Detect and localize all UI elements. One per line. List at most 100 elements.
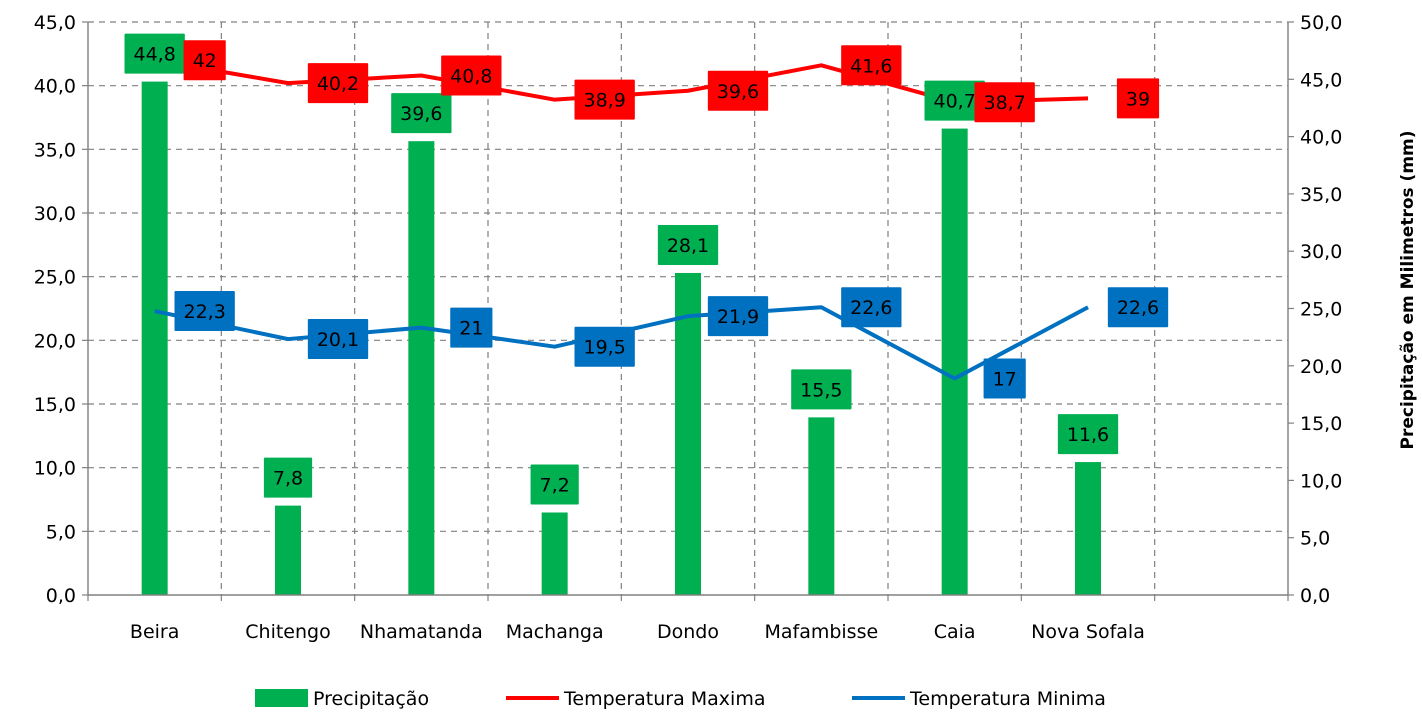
left-tick-label: 0,0 <box>46 585 76 607</box>
temperature-min-label: 22,3 <box>174 291 235 332</box>
precipitation-label-box <box>263 457 313 498</box>
temperature-max-label: 41,6 <box>841 45 902 86</box>
temperature-min-label: 20,1 <box>307 319 369 360</box>
temperature-min-label-box <box>307 319 369 360</box>
precipitation-bar <box>675 272 701 595</box>
precipitation-label-box <box>124 33 185 74</box>
legend-temperatura-maxima-label: Temperatura Maxima <box>563 688 765 710</box>
left-tick-label: 45,0 <box>34 12 76 34</box>
temperature-min-label-box <box>574 326 635 367</box>
axes: 0,0 5,0 10,0 15,0 20,0 25,0 30,0 35,0 40,0 45,0 0,… <box>34 12 1343 643</box>
precipitation-label-text: 39,6 <box>400 103 442 125</box>
precipitation-label-box <box>924 80 985 121</box>
precipitation-label: 11,6 <box>1057 414 1119 455</box>
precipitation-bar <box>941 128 968 595</box>
temperature-max-label: 40,2 <box>307 63 369 104</box>
temperature-max-label-box <box>974 82 1035 123</box>
right-tick-label: 30,0 <box>1300 241 1342 263</box>
temperature-max-label: 39,6 <box>707 70 769 111</box>
right-axis-title: Precipitação em Milimetros (mm) <box>1398 130 1418 449</box>
temperature-max-label-text: 39,6 <box>717 81 759 103</box>
temperature-min-label-text: 22,6 <box>1117 297 1159 319</box>
data-labels: 44,8 7,8 39,6 7,2 28,1 15,5 40,7 11,6 42 40,2 40,8… <box>124 33 1169 505</box>
temperature-min-label-text: 19,5 <box>584 337 626 359</box>
precipitation-label: 39,6 <box>391 93 452 134</box>
precipitation-label-text: 15,5 <box>800 379 842 401</box>
legend: Precipitação Temperatura Maxima Temperatur… <box>255 688 1106 710</box>
temperature-max-label-box <box>1116 78 1160 119</box>
left-tick-label: 35,0 <box>34 139 76 161</box>
left-tick-label: 25,0 <box>34 267 76 289</box>
precipitation-label: 7,2 <box>530 464 579 505</box>
right-tick-label: 25,0 <box>1300 299 1342 321</box>
precipitation-bar <box>541 512 568 595</box>
precipitation-label: 44,8 <box>124 33 185 74</box>
temperature-max-label: 42 <box>183 40 226 81</box>
precipitation-bars <box>141 81 1101 596</box>
precipitation-bar <box>1075 462 1101 595</box>
right-tick-label: 50,0 <box>1300 12 1342 34</box>
temperature-min-label-box <box>707 296 769 337</box>
temperature-max-label-text: 38,7 <box>984 92 1026 114</box>
precipitation-label: 40,7 <box>924 80 985 121</box>
right-tick-label: 5,0 <box>1300 528 1330 550</box>
temperature-min-label-box <box>1107 287 1169 328</box>
temperature-max-label-text: 40,8 <box>450 65 492 87</box>
temperature-max-label-box <box>307 63 369 104</box>
category-label: Nhamatanda <box>360 621 483 643</box>
right-tick-label: 40,0 <box>1300 127 1342 149</box>
precipitation-label-box <box>1057 414 1119 455</box>
left-tick-label: 30,0 <box>34 203 76 225</box>
temperature-min-label: 21,9 <box>707 296 769 337</box>
precipitation-bar <box>408 141 435 595</box>
precipitation-label: 7,8 <box>263 457 313 498</box>
temperature-min-label-box <box>174 291 235 332</box>
temperature-max-label: 40,8 <box>441 55 502 96</box>
temperature-max-label-text: 39 <box>1126 88 1150 110</box>
precipitation-label-box <box>791 369 852 410</box>
category-label: Nova Sofala <box>1031 621 1145 643</box>
precipitation-bar <box>141 81 168 596</box>
temperature-max-label-text: 42 <box>193 50 217 72</box>
category-label: Beira <box>130 621 179 643</box>
category-label: Mafambisse <box>764 621 878 643</box>
temperature-min-label-box <box>983 358 1026 399</box>
category-label: Dondo <box>657 621 719 643</box>
temperature-max-label: 38,9 <box>574 79 635 120</box>
right-tick-label: 10,0 <box>1300 470 1342 492</box>
precipitation-label-text: 7,8 <box>273 468 303 490</box>
temperature-max-label-box <box>183 40 226 81</box>
temperature-max-label-text: 38,9 <box>584 90 626 112</box>
temperature-max-label-text: 41,6 <box>850 55 892 77</box>
temperature-max-label-box <box>841 45 902 86</box>
category-label: Chitengo <box>245 621 330 643</box>
temperature-min-label: 19,5 <box>574 326 635 367</box>
right-tick-label: 20,0 <box>1300 356 1342 378</box>
temperature-max-label-box <box>574 79 635 120</box>
right-tick-label: 15,0 <box>1300 413 1342 435</box>
precipitation-label-text: 7,2 <box>540 474 570 496</box>
temperature-min-label: 21 <box>450 307 493 348</box>
temperature-min-label: 17 <box>983 358 1026 399</box>
right-tick-label: 0,0 <box>1300 585 1330 607</box>
left-tick-label: 5,0 <box>46 521 76 543</box>
temperature-max-label: 38,7 <box>974 82 1035 123</box>
precipitation-label-text: 40,7 <box>934 91 976 113</box>
precipitation-label-box <box>391 93 452 134</box>
temperature-min-label-text: 21,9 <box>717 306 759 328</box>
temperature-min-label-text: 17 <box>993 369 1017 391</box>
temperature-max-label-box <box>707 70 769 111</box>
temperature-max-label-box <box>441 55 502 96</box>
precipitation-label-text: 28,1 <box>667 235 709 257</box>
left-tick-label: 40,0 <box>34 76 76 98</box>
legend-temperatura-minima-label: Temperatura Minima <box>909 688 1106 710</box>
temperature-min-label-text: 21 <box>459 318 483 340</box>
precipitation-label-box <box>530 464 579 505</box>
temperature-max-label: 39 <box>1116 78 1160 119</box>
temperature-max-label-text: 40,2 <box>317 73 359 95</box>
precipitation-label-text: 44,8 <box>134 44 176 66</box>
precipitation-bar <box>808 417 835 595</box>
temperature-min-label-box <box>841 287 902 328</box>
temperature-min-label-text: 22,3 <box>184 301 226 323</box>
